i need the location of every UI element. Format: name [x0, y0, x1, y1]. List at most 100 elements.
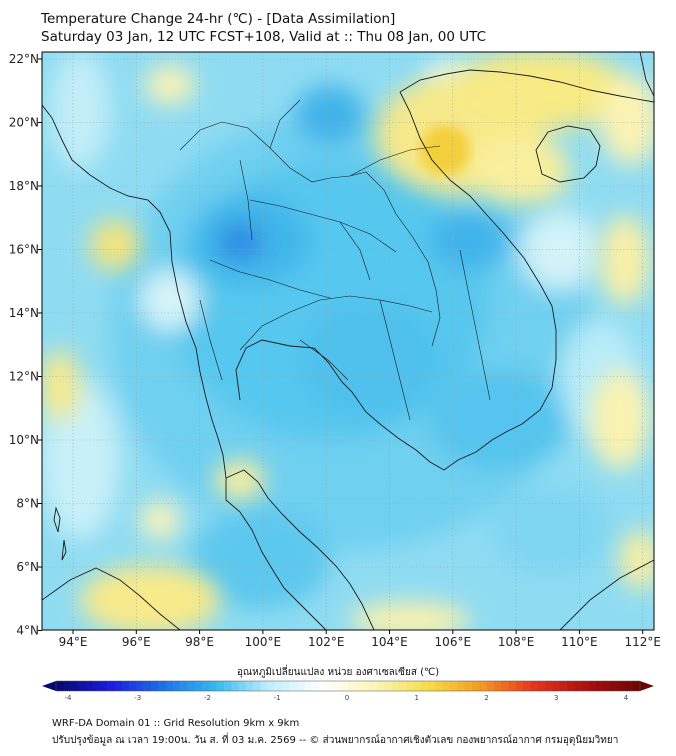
- colorbar-tick-label: 1: [415, 694, 419, 702]
- colorbar-segment: [442, 681, 451, 691]
- colorbar-max-arrow: [640, 681, 654, 691]
- colorbar-tick-label: -1: [274, 694, 281, 702]
- colorbar-segment: [260, 681, 268, 691]
- colorbar-segment: [253, 681, 261, 691]
- colorbar-segment: [150, 681, 159, 691]
- colorbar-segment: [267, 681, 276, 691]
- colorbar-segment: [530, 681, 539, 691]
- colorbar-segment: [479, 681, 487, 691]
- colorbar-segment: [121, 681, 130, 691]
- colorbar-tick-label: -4: [65, 694, 73, 702]
- colorbar-segment: [632, 681, 641, 691]
- colorbar-segment: [384, 681, 393, 691]
- lat-tick-label: 4°N: [16, 624, 39, 638]
- footer-model-info: WRF-DA Domain 01 :: Grid Resolution 9km …: [52, 718, 300, 729]
- colorbar-segment: [537, 681, 546, 691]
- lon-tick-label: 104°E: [371, 635, 408, 649]
- lon-tick-label: 98°E: [185, 635, 214, 649]
- lon-tick-label: 96°E: [122, 635, 151, 649]
- colorbar-segment: [450, 681, 458, 691]
- colorbar-segment: [501, 681, 509, 691]
- colorbar-segment: [421, 681, 429, 691]
- lon-tick-label: 112°E: [624, 635, 661, 649]
- colorbar-segment: [596, 681, 604, 691]
- colorbar-segment: [413, 681, 422, 691]
- colorbar-segment: [77, 681, 86, 691]
- colorbar-segment: [340, 681, 349, 691]
- colorbar-segment: [136, 681, 144, 691]
- colorbar-segment: [165, 681, 174, 691]
- colorbar-segment: [99, 681, 108, 691]
- colorbar-segment: [311, 681, 320, 691]
- colorbar-segment: [296, 681, 305, 691]
- colorbar-segment: [114, 681, 122, 691]
- colorbar-segment: [85, 681, 93, 691]
- colorbar-tick-label: -2: [204, 694, 211, 702]
- colorbar-segment: [362, 681, 371, 691]
- footer-credit: ปรับปรุงข้อมูล ณ เวลา 19:00น. วัน ส. ที่…: [52, 735, 619, 746]
- colorbar-segment: [275, 681, 283, 691]
- colorbar-segment: [333, 681, 341, 691]
- colorbar-segment: [435, 681, 444, 691]
- lat-tick-label: 14°N: [9, 306, 39, 320]
- colorbar-segment: [559, 681, 568, 691]
- colorbar-segment: [70, 681, 79, 691]
- colorbar-tick-label: 4: [624, 694, 629, 702]
- colorbar-segment: [172, 681, 181, 691]
- colorbar-segment: [399, 681, 407, 691]
- colorbar-segment: [187, 681, 195, 691]
- colorbar-segment: [486, 681, 495, 691]
- colorbar-segment: [457, 681, 466, 691]
- colorbar-segment: [223, 681, 232, 691]
- colorbar-segment: [158, 681, 166, 691]
- map-title: Temperature Change 24-hr (℃) - [Data Ass…: [41, 11, 396, 27]
- lat-tick-label: 12°N: [9, 370, 39, 384]
- colorbar-segment: [391, 681, 400, 691]
- colorbar-segment: [515, 681, 524, 691]
- colorbar-segment: [326, 681, 334, 691]
- colorbar-tick-label: 2: [484, 694, 488, 702]
- colorbar-segment: [618, 681, 626, 691]
- colorbar-segment: [129, 681, 137, 691]
- colorbar-segment: [610, 681, 619, 691]
- colorbar-segment: [92, 681, 101, 691]
- plot-frame: [41, 51, 655, 631]
- borders: [179, 99, 491, 421]
- lat-tick-label: 16°N: [9, 243, 39, 257]
- colorbar-segment: [107, 681, 115, 691]
- lon-tick-label: 100°E: [245, 635, 282, 649]
- colorbar-segment: [238, 681, 247, 691]
- colorbar-segment: [63, 681, 71, 691]
- colorbar-segment: [209, 681, 217, 691]
- colorbar-segment: [143, 681, 152, 691]
- colorbar-segment: [523, 681, 531, 691]
- colorbar-segment: [369, 681, 378, 691]
- temperature-field: [42, 52, 654, 630]
- colorbar-segment: [588, 681, 597, 691]
- lon-tick-label: 94°E: [59, 635, 88, 649]
- lat-tick-label: 10°N: [9, 433, 39, 447]
- colorbar-outline: [55, 680, 641, 692]
- colorbar-segment: [472, 681, 480, 691]
- colorbar-segment: [428, 681, 436, 691]
- colorbar-tick-label: -3: [134, 694, 141, 702]
- colorbar-segment: [377, 681, 385, 691]
- colorbar-segment: [245, 681, 254, 691]
- tick-labels: 94°E 96°E 98°E 100°E 102°E 104°E 106°E 108°E 110…: [9, 52, 661, 649]
- colorbar-segment: [508, 681, 517, 691]
- lat-tick-label: 22°N: [9, 52, 39, 66]
- lat-tick-label: 6°N: [16, 560, 39, 574]
- tick-marks: [38, 58, 644, 634]
- colorbar-segment: [282, 681, 290, 691]
- map-subtitle: Saturday 03 Jan, 12 UTC FCST+108, Valid …: [41, 29, 486, 45]
- colorbar-label: อุณหภูมิเปลี่ยนแปลง หน่วย องศาเซลเซียส (…: [236, 667, 440, 678]
- colorbar-segment: [625, 681, 633, 691]
- colorbar-segment: [574, 681, 582, 691]
- colorbar-min-arrow: [42, 681, 56, 691]
- lat-tick-label: 8°N: [16, 497, 39, 511]
- colorbar-tick-label: 0: [345, 694, 349, 702]
- colorbar-segment: [603, 681, 612, 691]
- lon-tick-label: 108°E: [498, 635, 535, 649]
- colorbar-segment: [348, 681, 356, 691]
